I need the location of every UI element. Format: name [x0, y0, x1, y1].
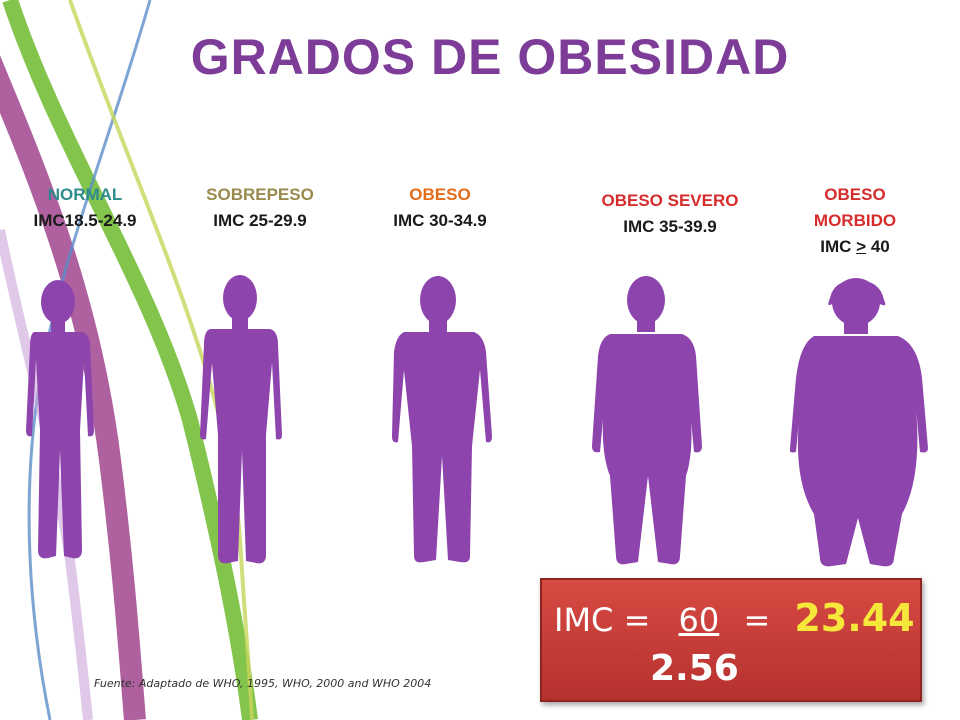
formula-result: 23.44: [794, 596, 915, 640]
formula-equals: =: [743, 601, 771, 639]
category-name: OBESO: [409, 185, 471, 204]
category-obeso-morbido: OBESO MORBIDO IMC > 40: [780, 182, 930, 260]
category-obeso: OBESO IMC 30-34.9: [360, 182, 520, 234]
category-range: IMC > 40: [780, 234, 930, 260]
formula-numerator: 60: [678, 601, 720, 639]
silhouette-obeso: [386, 276, 496, 564]
category-range: IMC18.5-24.9: [33, 211, 137, 230]
category-name-line1: OBESO: [824, 185, 886, 204]
page-title: GRADOS DE OBESIDAD: [190, 29, 790, 85]
formula-denominator: 2.56: [650, 648, 739, 689]
silhouette-normal: [20, 280, 100, 562]
category-obeso-severo: OBESO SEVERO IMC 35-39.9: [570, 188, 770, 240]
range-value: 40: [870, 237, 890, 256]
silhouette-obeso-severo: [588, 276, 708, 566]
range-prefix: IMC: [820, 237, 852, 256]
formula-label: IMC =: [554, 601, 651, 639]
bmi-formula-box: IMC = 60 = 23.44 2.56: [540, 578, 922, 702]
category-name: NORMAL: [47, 185, 123, 204]
category-range: IMC 25-29.9: [213, 211, 307, 230]
silhouette-sobrepeso: [196, 275, 286, 565]
category-name-line2: MORBIDO: [813, 211, 897, 230]
category-sobrepeso: SOBREPESO IMC 25-29.9: [180, 182, 340, 234]
source-note: Fuente: Adaptado de WHO, 1995, WHO, 2000…: [94, 677, 432, 690]
category-name: OBESO SEVERO: [601, 191, 739, 210]
range-symbol: >: [856, 237, 867, 256]
category-name: SOBREPESO: [206, 185, 314, 204]
category-range: IMC 35-39.9: [623, 217, 717, 236]
silhouette-obeso-morbido: [790, 278, 930, 568]
category-range: IMC 30-34.9: [393, 211, 487, 230]
formula-row-top: IMC = 60 = 23.44: [554, 596, 915, 640]
category-normal: NORMAL IMC18.5-24.9: [10, 182, 160, 234]
